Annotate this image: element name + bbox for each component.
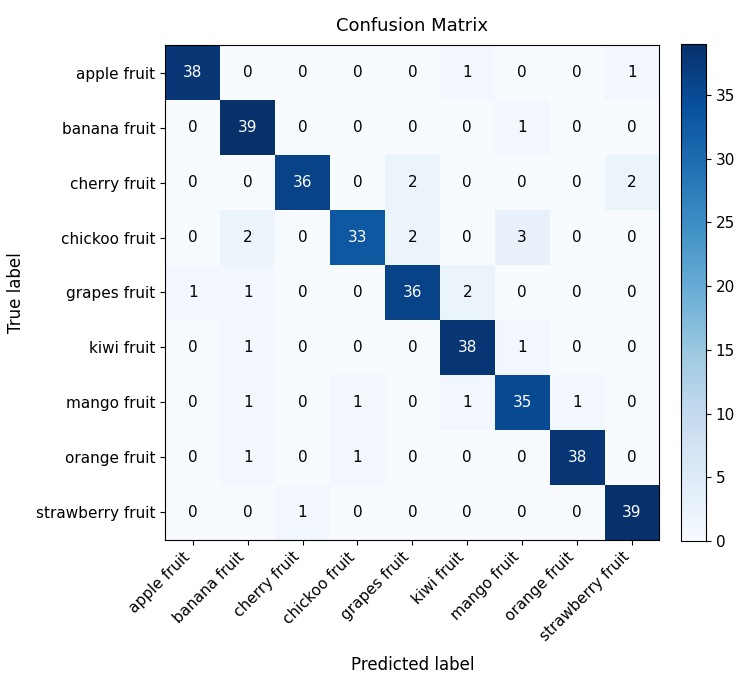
Text: 36: 36 bbox=[403, 285, 422, 300]
Text: 1: 1 bbox=[462, 66, 472, 80]
Text: 0: 0 bbox=[352, 175, 362, 190]
Text: 0: 0 bbox=[352, 504, 362, 520]
Text: 38: 38 bbox=[568, 450, 587, 465]
Text: 2: 2 bbox=[407, 175, 417, 190]
Text: 0: 0 bbox=[627, 340, 637, 355]
Text: 0: 0 bbox=[298, 395, 307, 410]
Text: 2: 2 bbox=[462, 285, 472, 300]
Text: 1: 1 bbox=[572, 395, 582, 410]
Text: 0: 0 bbox=[352, 285, 362, 300]
Text: 0: 0 bbox=[188, 395, 197, 410]
Text: 0: 0 bbox=[627, 395, 637, 410]
Text: 33: 33 bbox=[348, 230, 367, 245]
Text: 0: 0 bbox=[298, 230, 307, 245]
Text: 0: 0 bbox=[627, 120, 637, 135]
Text: 0: 0 bbox=[407, 340, 417, 355]
Text: 0: 0 bbox=[188, 175, 197, 190]
Text: 0: 0 bbox=[627, 230, 637, 245]
Text: 0: 0 bbox=[243, 175, 252, 190]
Text: 35: 35 bbox=[513, 395, 532, 410]
Text: 0: 0 bbox=[517, 450, 527, 465]
Text: 0: 0 bbox=[627, 285, 637, 300]
Text: 0: 0 bbox=[407, 120, 417, 135]
Text: 39: 39 bbox=[623, 504, 642, 520]
Text: 1: 1 bbox=[517, 120, 527, 135]
Text: 0: 0 bbox=[188, 340, 197, 355]
Text: 1: 1 bbox=[298, 504, 307, 520]
Text: 0: 0 bbox=[298, 340, 307, 355]
Text: 0: 0 bbox=[298, 450, 307, 465]
Text: 2: 2 bbox=[407, 230, 417, 245]
Text: 0: 0 bbox=[627, 450, 637, 465]
Text: 0: 0 bbox=[298, 66, 307, 80]
Text: 0: 0 bbox=[517, 504, 527, 520]
Text: 0: 0 bbox=[188, 504, 197, 520]
Text: 0: 0 bbox=[352, 120, 362, 135]
Text: 1: 1 bbox=[517, 340, 527, 355]
Text: 0: 0 bbox=[352, 66, 362, 80]
Text: 1: 1 bbox=[243, 285, 252, 300]
Text: 0: 0 bbox=[462, 175, 472, 190]
Text: 39: 39 bbox=[238, 120, 257, 135]
Text: 0: 0 bbox=[517, 285, 527, 300]
Text: 0: 0 bbox=[462, 504, 472, 520]
Y-axis label: True label: True label bbox=[7, 252, 25, 333]
Text: 1: 1 bbox=[243, 340, 252, 355]
Text: 0: 0 bbox=[572, 340, 582, 355]
Text: 2: 2 bbox=[243, 230, 252, 245]
Text: 0: 0 bbox=[462, 450, 472, 465]
Text: 0: 0 bbox=[243, 66, 252, 80]
Text: 0: 0 bbox=[407, 66, 417, 80]
Text: 0: 0 bbox=[407, 450, 417, 465]
Text: 1: 1 bbox=[243, 395, 252, 410]
Text: 0: 0 bbox=[298, 285, 307, 300]
Text: 0: 0 bbox=[572, 504, 582, 520]
Text: 0: 0 bbox=[407, 395, 417, 410]
Text: 3: 3 bbox=[517, 230, 527, 245]
Text: 1: 1 bbox=[462, 395, 472, 410]
Text: 0: 0 bbox=[298, 120, 307, 135]
Text: 0: 0 bbox=[188, 450, 197, 465]
Text: 1: 1 bbox=[352, 395, 362, 410]
Text: 38: 38 bbox=[183, 66, 203, 80]
Text: 2: 2 bbox=[627, 175, 637, 190]
Text: 0: 0 bbox=[572, 66, 582, 80]
Text: 1: 1 bbox=[352, 450, 362, 465]
Text: 0: 0 bbox=[462, 230, 472, 245]
Text: 0: 0 bbox=[188, 120, 197, 135]
Text: 0: 0 bbox=[462, 120, 472, 135]
Text: 0: 0 bbox=[572, 285, 582, 300]
Text: 0: 0 bbox=[517, 175, 527, 190]
Text: 0: 0 bbox=[407, 504, 417, 520]
Text: 0: 0 bbox=[352, 340, 362, 355]
Text: 0: 0 bbox=[243, 504, 252, 520]
Text: 36: 36 bbox=[293, 175, 312, 190]
Text: 0: 0 bbox=[517, 66, 527, 80]
Text: 0: 0 bbox=[572, 120, 582, 135]
Text: 38: 38 bbox=[458, 340, 477, 355]
Text: 0: 0 bbox=[188, 230, 197, 245]
Text: 1: 1 bbox=[243, 450, 252, 465]
Text: 0: 0 bbox=[572, 230, 582, 245]
Title: Confusion Matrix: Confusion Matrix bbox=[336, 17, 488, 35]
X-axis label: Predicted label: Predicted label bbox=[351, 656, 474, 674]
Text: 1: 1 bbox=[188, 285, 197, 300]
Text: 1: 1 bbox=[627, 66, 637, 80]
Text: 0: 0 bbox=[572, 175, 582, 190]
